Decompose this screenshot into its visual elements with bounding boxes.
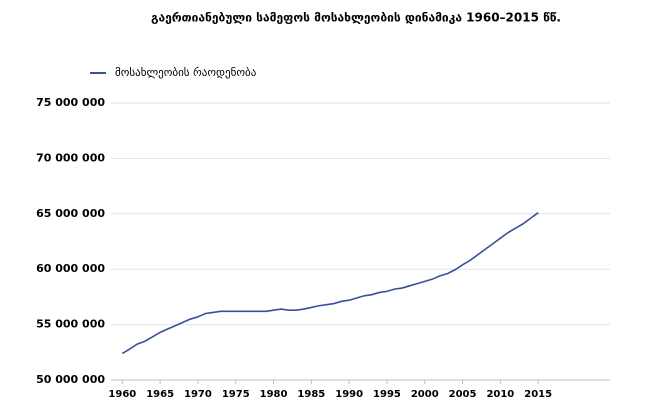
y-tick-label: 70 000 000	[36, 151, 105, 164]
x-tick-label: 2010	[486, 389, 514, 400]
x-tick-label: 2015	[524, 389, 552, 400]
y-tick-label: 50 000 000	[36, 373, 105, 386]
x-tick-label: 1960	[108, 389, 136, 400]
y-tick-label: 75 000 000	[36, 96, 105, 109]
x-tick-label: 1970	[184, 389, 212, 400]
x-tick-label: 1990	[335, 389, 363, 400]
x-tick-label: 1975	[222, 389, 250, 400]
line-series	[121, 212, 539, 355]
legend-label: მოსახლეობის რაოდენობა	[115, 66, 257, 79]
chart-title: გაერთიანებული სამეფოს მოსახლეობის დინამი…	[151, 11, 561, 25]
x-tick-label: 1980	[260, 389, 288, 400]
y-tick-label: 65 000 000	[36, 207, 105, 220]
y-tick-label: 55 000 000	[36, 318, 105, 331]
x-tick-label: 2000	[411, 389, 439, 400]
x-tick-label: 1965	[146, 389, 174, 400]
y-tick-label: 60 000 000	[36, 262, 105, 275]
x-tick-label: 2005	[449, 389, 477, 400]
x-tick-label: 1985	[297, 389, 325, 400]
x-tick-label: 1995	[373, 389, 401, 400]
